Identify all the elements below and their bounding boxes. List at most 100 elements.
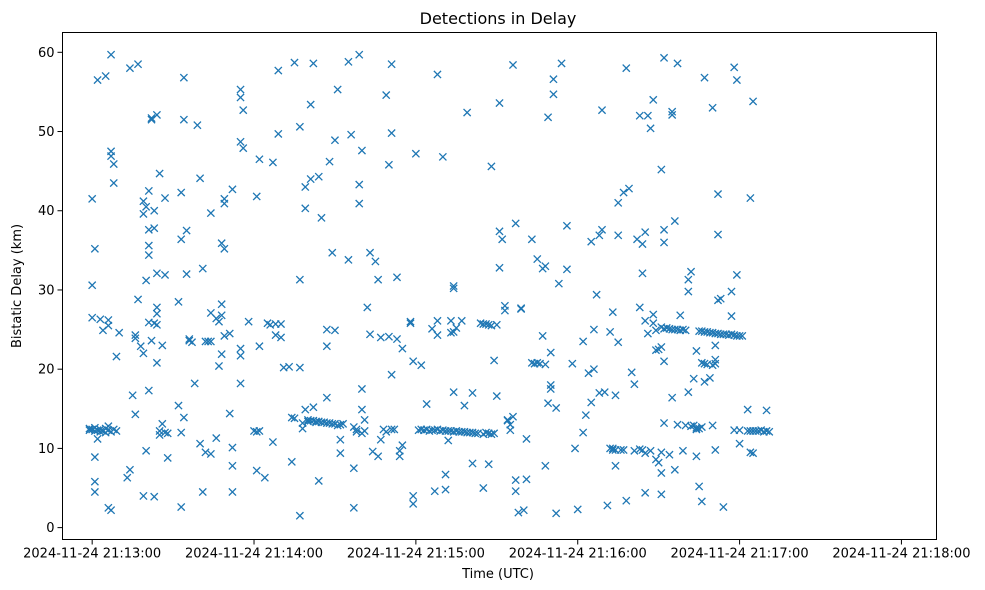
data-point <box>511 487 520 496</box>
data-point <box>155 169 164 178</box>
data-point <box>743 405 752 414</box>
data-point <box>659 225 669 234</box>
data-point <box>252 427 261 436</box>
data-point <box>309 403 318 412</box>
data-point <box>732 75 741 85</box>
data-point <box>484 460 493 469</box>
data-point <box>236 93 245 102</box>
data-point <box>239 144 248 153</box>
data-point <box>152 269 161 278</box>
data-point <box>301 182 310 192</box>
data-point <box>330 136 340 145</box>
data-point <box>214 317 224 326</box>
data-point <box>597 106 607 115</box>
data-point <box>344 57 353 66</box>
data-point <box>552 509 561 518</box>
data-point <box>144 386 153 395</box>
data-point <box>328 248 337 257</box>
data-point <box>643 111 652 120</box>
data-point <box>374 275 383 284</box>
data-point <box>587 398 596 407</box>
data-point <box>144 251 153 260</box>
data-point <box>713 190 723 199</box>
data-point <box>150 224 159 233</box>
data-point <box>446 316 456 325</box>
data-point <box>468 388 477 398</box>
data-point <box>668 393 677 402</box>
data-point <box>139 197 148 206</box>
data-point <box>187 338 197 347</box>
data-point <box>255 426 264 436</box>
data-point <box>236 351 245 360</box>
chart-title: Detections in Delay <box>420 9 577 28</box>
data-point <box>139 349 148 358</box>
data-point <box>125 64 134 73</box>
data-point <box>657 342 666 352</box>
data-point <box>371 257 380 266</box>
data-point <box>649 319 658 328</box>
data-point <box>673 59 682 68</box>
data-point <box>541 461 550 470</box>
data-point <box>678 325 687 334</box>
data-point <box>239 106 248 115</box>
data-point <box>749 449 758 458</box>
data-point <box>546 380 555 390</box>
data-point <box>697 497 706 506</box>
x-tick-label: 2024-11-24 21:13:00 <box>23 547 161 562</box>
data-point <box>684 275 693 284</box>
data-point <box>355 199 364 208</box>
data-point <box>212 434 221 443</box>
data-point <box>179 413 188 422</box>
data-point <box>131 334 140 343</box>
y-tick-label: 10 <box>38 442 55 457</box>
data-point <box>641 228 650 237</box>
data-point <box>495 263 504 272</box>
data-point <box>301 204 310 213</box>
data-point <box>104 316 113 325</box>
data-point <box>131 410 140 419</box>
data-point <box>514 508 523 517</box>
data-point <box>622 64 631 73</box>
data-point <box>608 445 617 455</box>
data-point <box>144 186 153 195</box>
data-point <box>88 313 97 322</box>
data-point <box>746 194 755 203</box>
data-point <box>579 337 588 346</box>
data-point <box>543 113 553 122</box>
data-point <box>508 60 518 70</box>
data-point <box>244 317 253 326</box>
data-point <box>252 192 261 201</box>
data-point <box>133 295 143 304</box>
data-point <box>355 180 364 189</box>
data-point <box>174 401 183 410</box>
data-point <box>106 506 116 515</box>
x-tick-label: 2024-11-24 21:14:00 <box>185 547 323 562</box>
data-point <box>603 501 612 510</box>
data-point <box>735 439 744 448</box>
data-point <box>649 95 658 104</box>
data-point <box>673 420 682 429</box>
data-points <box>85 50 774 520</box>
data-point <box>562 265 571 274</box>
data-point <box>732 270 741 279</box>
data-point <box>392 335 402 344</box>
data-point <box>322 342 331 351</box>
data-point <box>659 418 669 428</box>
data-point <box>271 331 280 340</box>
data-point <box>643 329 652 338</box>
data-point <box>252 466 261 475</box>
data-point <box>727 287 736 296</box>
data-point <box>670 465 679 474</box>
data-point <box>290 58 299 67</box>
data-point <box>508 412 518 421</box>
data-point <box>177 188 186 197</box>
data-point <box>678 446 687 455</box>
data-point <box>484 320 493 329</box>
data-point <box>533 255 542 264</box>
data-point <box>290 414 299 423</box>
data-point <box>495 227 504 236</box>
data-point <box>579 428 588 437</box>
data-point <box>179 115 188 124</box>
data-point <box>616 445 625 455</box>
data-point <box>614 198 623 207</box>
